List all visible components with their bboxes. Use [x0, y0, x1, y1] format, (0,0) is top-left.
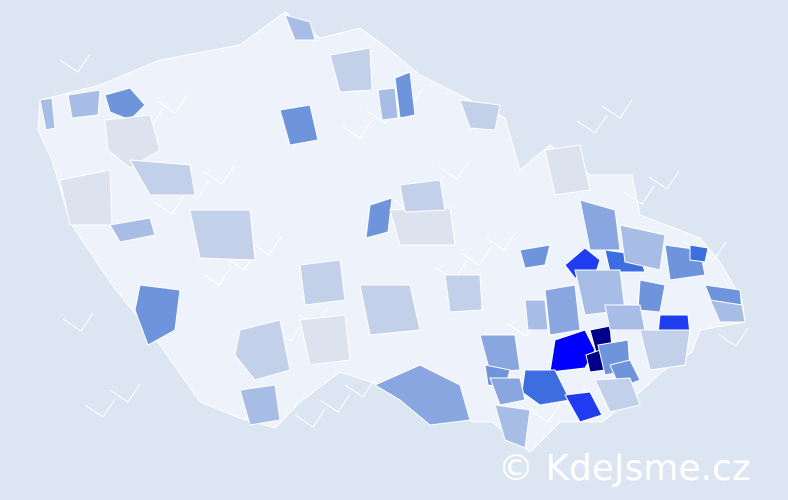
district-region[interactable] [299, 259, 346, 306]
district-border [341, 119, 373, 139]
district-region[interactable] [377, 87, 399, 121]
district-region[interactable] [564, 391, 603, 423]
district-border [648, 170, 680, 190]
district-region[interactable] [129, 159, 196, 196]
district-border [319, 393, 351, 413]
district-region[interactable] [709, 299, 746, 323]
district-region[interactable] [279, 104, 319, 146]
district-region[interactable] [399, 179, 446, 213]
district-border [250, 236, 282, 256]
district-region[interactable] [594, 377, 641, 413]
district-region[interactable] [299, 314, 351, 366]
district-region[interactable] [637, 279, 666, 313]
district-region[interactable] [284, 14, 316, 41]
district-border [485, 231, 517, 251]
district-region[interactable] [479, 334, 521, 373]
district-border [156, 94, 188, 114]
district-region[interactable] [604, 304, 646, 331]
district-border [344, 378, 376, 398]
district-region[interactable] [234, 319, 291, 381]
district-region[interactable] [619, 224, 666, 271]
district-border [153, 195, 185, 215]
district-region[interactable] [459, 99, 501, 131]
district-border [62, 312, 94, 332]
district-region[interactable] [544, 284, 581, 336]
district-border [200, 266, 232, 286]
district-border [623, 185, 655, 205]
district-region[interactable] [389, 207, 456, 246]
district-region[interactable] [394, 71, 416, 119]
district-region[interactable] [373, 364, 471, 426]
district-region[interactable] [544, 144, 591, 196]
district-region[interactable] [39, 97, 56, 131]
district-region[interactable] [444, 274, 483, 313]
district-region[interactable] [524, 299, 549, 331]
district-border [529, 403, 561, 423]
district-region[interactable] [109, 217, 156, 243]
district-region[interactable] [104, 87, 146, 121]
watermark-logo: © KdeJsme.cz [498, 448, 751, 489]
district-region[interactable] [329, 47, 373, 93]
district-region[interactable] [519, 244, 551, 269]
district-region[interactable] [365, 197, 393, 239]
district-border [438, 160, 470, 180]
district-border [109, 383, 141, 403]
district-region[interactable] [489, 377, 526, 406]
district-region[interactable] [579, 199, 621, 251]
district-border [203, 165, 235, 185]
district-region[interactable] [494, 404, 531, 449]
district-region[interactable] [189, 209, 256, 261]
district-region[interactable] [104, 114, 161, 169]
district-region[interactable] [59, 169, 113, 226]
district-region[interactable] [67, 89, 101, 119]
district-border [717, 327, 749, 347]
district-region[interactable] [639, 329, 691, 371]
district-regions [39, 14, 749, 449]
district-border [601, 99, 633, 119]
district-region[interactable] [239, 384, 281, 426]
district-border [576, 114, 608, 134]
district-region[interactable] [134, 284, 181, 346]
district-border [59, 53, 91, 73]
district-region[interactable] [359, 284, 421, 336]
district-border [84, 398, 116, 418]
district-region[interactable] [689, 244, 709, 263]
district-border [294, 408, 326, 428]
district-border [460, 246, 492, 266]
